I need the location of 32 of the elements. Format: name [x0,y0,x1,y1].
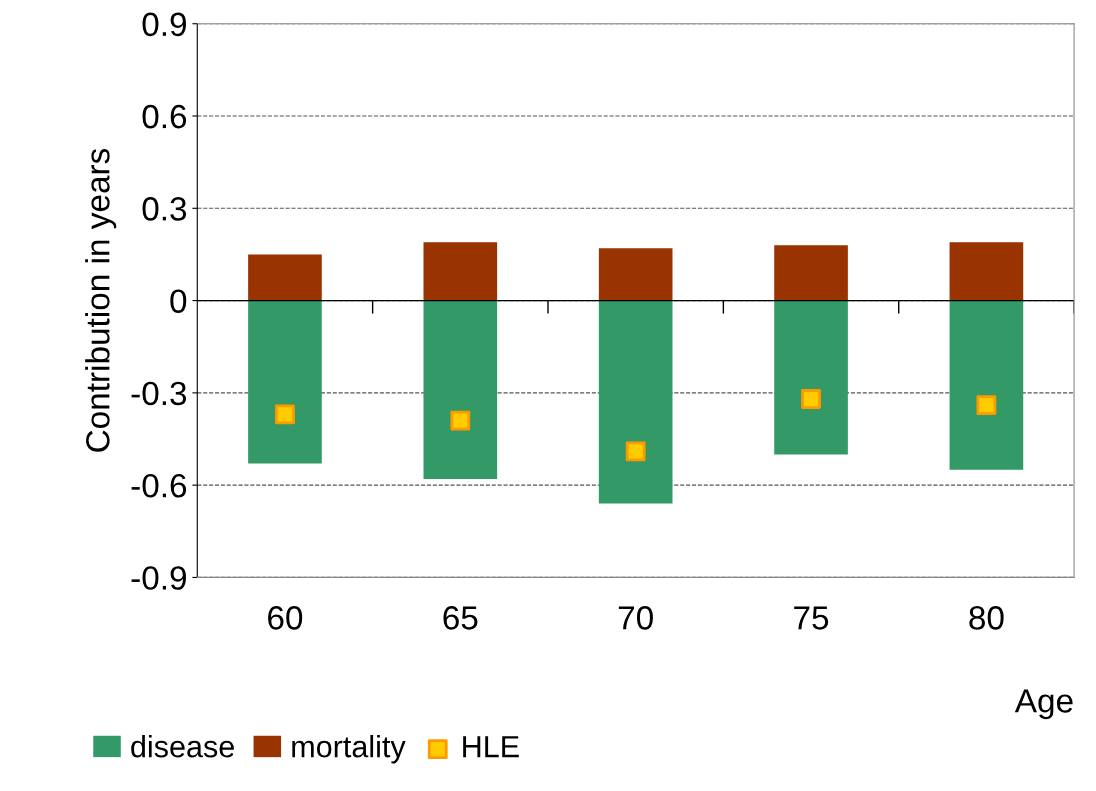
x-tick-label: 70 [618,606,653,630]
point [450,410,471,431]
legend-label: disease [131,735,234,758]
x-tick-label: 60 [268,606,303,630]
y-tick-label: -0.6 [131,473,187,498]
bar [774,245,848,301]
point [801,389,821,409]
bar [598,300,673,504]
x-axis-title: Age [1014,689,1073,720]
bar [248,254,322,301]
y-tick-label: 0.6 [142,104,187,129]
bar [949,242,1024,301]
point [275,404,295,425]
y-tick-label: -0.9 [131,566,186,590]
bar [598,248,673,301]
point [976,395,997,416]
bar [423,242,498,301]
x-tick-label: 80 [969,606,1004,630]
bar [248,300,322,464]
bar [423,300,498,479]
legend-label: mortality [292,735,406,764]
x-tick-label: 75 [794,606,829,630]
point [625,441,646,462]
y-tick-label: 0 [170,289,187,313]
y-tick-label: -0.3 [131,381,187,406]
y-tick-label: 0.9 [142,12,186,37]
legend-label: HLE [463,736,519,758]
y-axis-title: Contribution in years [85,148,117,452]
x-tick-label: 65 [443,606,478,630]
y-tick-label: 0.3 [142,197,187,221]
bar [949,300,1024,470]
bar [774,300,848,455]
